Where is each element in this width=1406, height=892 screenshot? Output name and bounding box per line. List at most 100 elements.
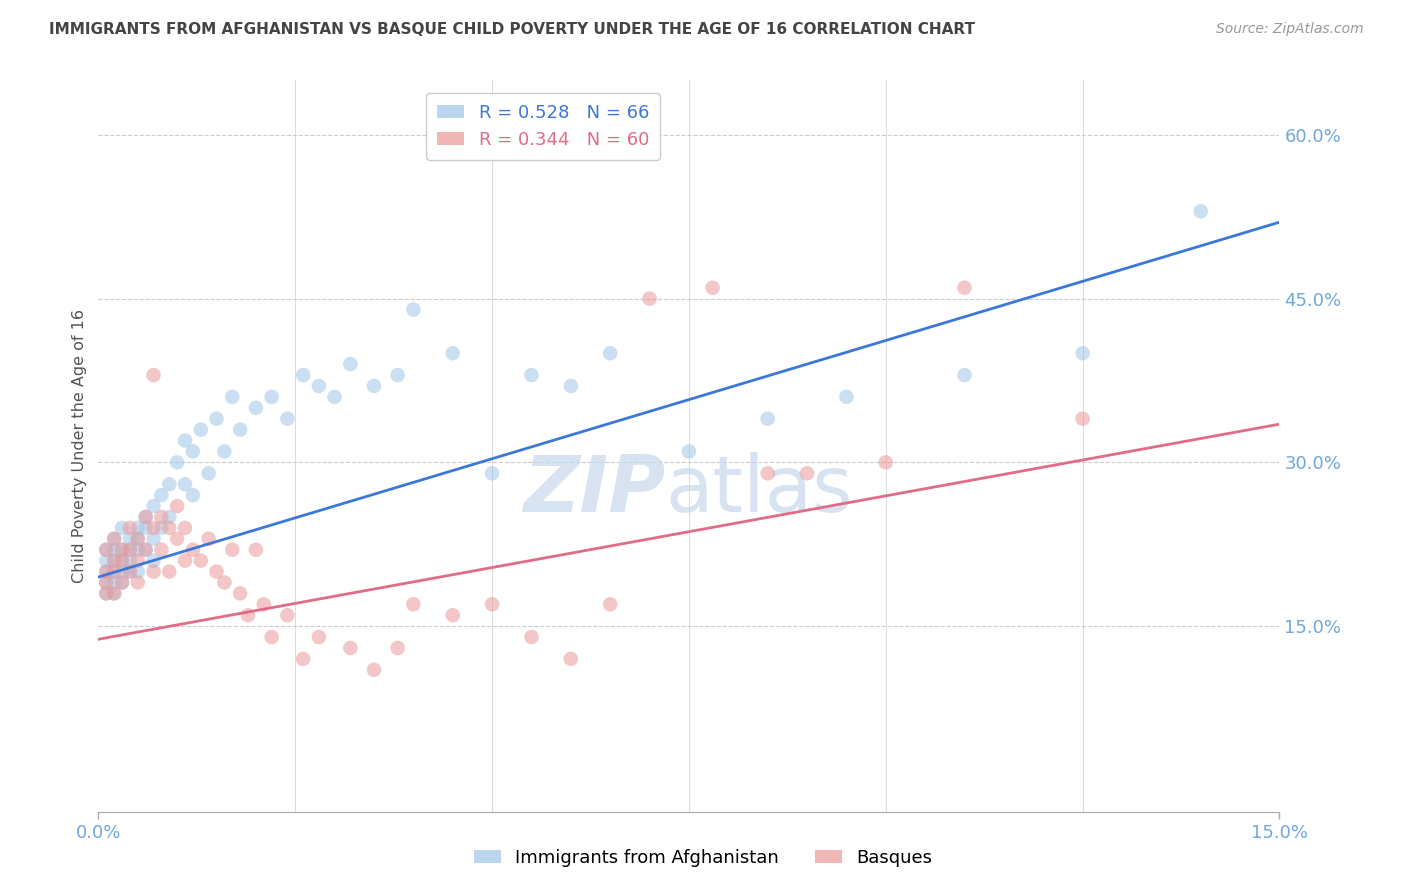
Point xyxy=(796,467,818,481)
Point xyxy=(702,281,724,295)
Point xyxy=(142,554,165,568)
Point xyxy=(245,401,267,415)
Point xyxy=(166,455,188,469)
Point xyxy=(127,554,149,568)
Point xyxy=(96,565,118,579)
Point xyxy=(214,444,236,458)
Point xyxy=(638,292,661,306)
Point xyxy=(157,565,180,579)
Point xyxy=(135,521,157,535)
Point xyxy=(111,542,134,557)
Point xyxy=(118,565,141,579)
Point xyxy=(599,597,621,611)
Point xyxy=(150,542,173,557)
Point xyxy=(103,586,125,600)
Point xyxy=(127,565,149,579)
Point xyxy=(96,542,118,557)
Point xyxy=(103,586,125,600)
Point xyxy=(111,565,134,579)
Text: atlas: atlas xyxy=(665,452,853,528)
Point xyxy=(127,532,149,546)
Point xyxy=(127,521,149,535)
Point xyxy=(276,608,298,623)
Point xyxy=(103,565,125,579)
Point xyxy=(111,575,134,590)
Point xyxy=(323,390,346,404)
Text: IMMIGRANTS FROM AFGHANISTAN VS BASQUE CHILD POVERTY UNDER THE AGE OF 16 CORRELAT: IMMIGRANTS FROM AFGHANISTAN VS BASQUE CH… xyxy=(49,22,976,37)
Point xyxy=(103,565,125,579)
Point xyxy=(292,368,315,382)
Point xyxy=(157,521,180,535)
Point xyxy=(205,565,228,579)
Point xyxy=(142,565,165,579)
Point xyxy=(111,575,134,590)
Point xyxy=(245,542,267,557)
Point xyxy=(174,477,197,491)
Point xyxy=(142,521,165,535)
Point xyxy=(103,532,125,546)
Point xyxy=(118,521,141,535)
Point xyxy=(260,390,283,404)
Point xyxy=(135,542,157,557)
Point xyxy=(118,542,141,557)
Point xyxy=(387,368,409,382)
Point xyxy=(174,554,197,568)
Point xyxy=(387,640,409,655)
Point xyxy=(308,379,330,393)
Point xyxy=(1071,411,1094,425)
Text: ZIP: ZIP xyxy=(523,452,665,528)
Point xyxy=(520,368,543,382)
Point xyxy=(166,532,188,546)
Y-axis label: Child Poverty Under the Age of 16: Child Poverty Under the Age of 16 xyxy=(72,309,87,583)
Point xyxy=(118,554,141,568)
Point xyxy=(560,379,582,393)
Point xyxy=(953,281,976,295)
Point xyxy=(197,532,219,546)
Point xyxy=(103,554,125,568)
Point xyxy=(150,488,173,502)
Point xyxy=(481,597,503,611)
Point xyxy=(142,532,165,546)
Point xyxy=(135,542,157,557)
Point xyxy=(253,597,276,611)
Point xyxy=(103,532,125,546)
Point xyxy=(150,510,173,524)
Point xyxy=(756,467,779,481)
Legend: Immigrants from Afghanistan, Basques: Immigrants from Afghanistan, Basques xyxy=(467,842,939,874)
Point xyxy=(181,488,204,502)
Point xyxy=(96,586,118,600)
Point xyxy=(599,346,621,360)
Point xyxy=(127,532,149,546)
Point xyxy=(181,444,204,458)
Point xyxy=(150,521,173,535)
Point xyxy=(111,554,134,568)
Point xyxy=(103,554,125,568)
Point xyxy=(166,499,188,513)
Point xyxy=(111,554,134,568)
Point xyxy=(481,467,503,481)
Point xyxy=(135,510,157,524)
Point xyxy=(402,302,425,317)
Point xyxy=(308,630,330,644)
Point xyxy=(678,444,700,458)
Point xyxy=(441,608,464,623)
Point xyxy=(118,542,141,557)
Point xyxy=(236,608,259,623)
Point xyxy=(111,542,134,557)
Point xyxy=(157,510,180,524)
Point xyxy=(111,521,134,535)
Point xyxy=(127,542,149,557)
Point xyxy=(174,521,197,535)
Point xyxy=(221,390,243,404)
Text: Source: ZipAtlas.com: Source: ZipAtlas.com xyxy=(1216,22,1364,37)
Point xyxy=(190,423,212,437)
Point xyxy=(953,368,976,382)
Point xyxy=(260,630,283,644)
Point xyxy=(190,554,212,568)
Point xyxy=(214,575,236,590)
Point xyxy=(174,434,197,448)
Point xyxy=(96,554,118,568)
Point xyxy=(103,542,125,557)
Point xyxy=(142,368,165,382)
Point xyxy=(157,477,180,491)
